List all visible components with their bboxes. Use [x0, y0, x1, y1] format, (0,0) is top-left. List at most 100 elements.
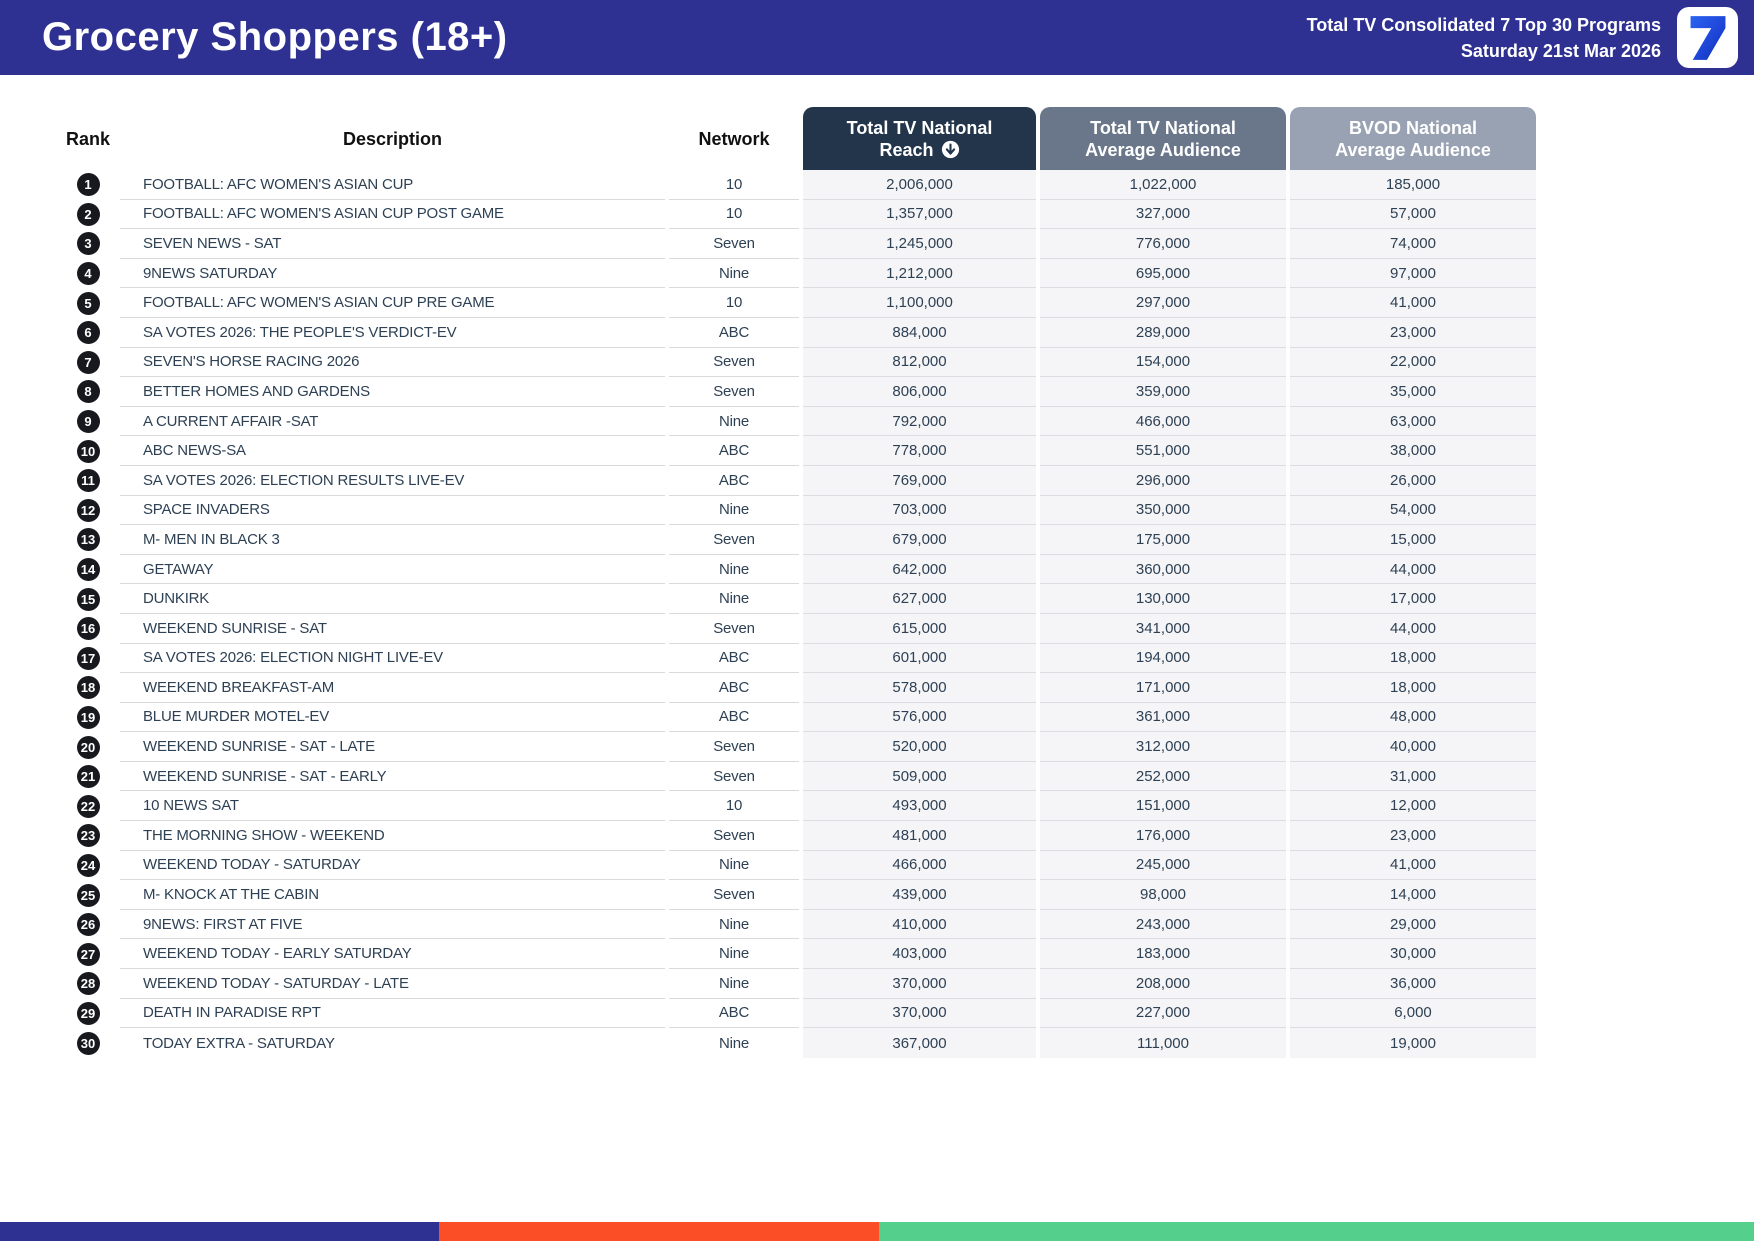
reach-column-header[interactable]: Total TV National Reach [803, 107, 1036, 170]
rank-cell: 28 [60, 969, 116, 999]
reach-cell: 493,000 [803, 791, 1036, 822]
bvod-audience-cell: 30,000 [1290, 939, 1536, 970]
network-cell: 10 [669, 791, 799, 822]
program-description: SA VOTES 2026: ELECTION RESULTS LIVE-EV [120, 466, 665, 496]
rank-cell: 7 [60, 348, 116, 378]
bvod-audience-cell: 74,000 [1290, 229, 1536, 259]
report-subtitle-line1: Total TV Consolidated 7 Top 30 Programs [1306, 14, 1661, 35]
avg-audience-cell: 171,000 [1040, 673, 1286, 703]
rank-badge: 25 [76, 883, 100, 907]
bvod-audience-cell: 36,000 [1290, 969, 1536, 999]
program-description: BETTER HOMES AND GARDENS [120, 377, 665, 407]
program-description: BLUE MURDER MOTEL-EV [120, 703, 665, 733]
table-row: 22 10 NEWS SAT 10 493,000 151,000 12,000 [60, 791, 1536, 822]
rank-badge: 30 [76, 1031, 100, 1055]
bvod-audience-cell: 63,000 [1290, 406, 1536, 437]
rank-badge: 20 [76, 735, 100, 759]
avg-audience-cell: 341,000 [1040, 613, 1286, 644]
rank-cell: 6 [60, 318, 116, 348]
bvod-audience-cell: 19,000 [1290, 1028, 1536, 1058]
bvod-audience-cell: 18,000 [1290, 673, 1536, 703]
avg-audience-cell: 154,000 [1040, 347, 1286, 378]
reach-cell: 403,000 [803, 939, 1036, 970]
avg-audience-cell: 296,000 [1040, 465, 1286, 496]
reach-cell: 520,000 [803, 732, 1036, 762]
footer-brand-bar [0, 1222, 1754, 1241]
bvod-audience-cell: 41,000 [1290, 288, 1536, 318]
table-row: 11 SA VOTES 2026: ELECTION RESULTS LIVE-… [60, 465, 1536, 496]
reach-cell: 439,000 [803, 880, 1036, 910]
program-description: SEVEN'S HORSE RACING 2026 [120, 348, 665, 378]
avg-audience-cell: 466,000 [1040, 406, 1286, 437]
avg-audience-cell: 289,000 [1040, 317, 1286, 348]
bvod-audience-cell: 14,000 [1290, 880, 1536, 910]
reach-cell: 703,000 [803, 495, 1036, 526]
network-cell: ABC [669, 673, 799, 703]
bvod-audience-cell: 40,000 [1290, 732, 1536, 762]
bvod-audience-cell: 44,000 [1290, 554, 1536, 585]
table-row: 30 TODAY EXTRA - SATURDAY Nine 367,000 1… [60, 1028, 1536, 1058]
avg-audience-cell: 151,000 [1040, 791, 1286, 822]
avg-audience-cell: 227,000 [1040, 998, 1286, 1029]
reach-cell: 1,245,000 [803, 229, 1036, 259]
reach-cell: 509,000 [803, 761, 1036, 792]
reach-cell: 642,000 [803, 554, 1036, 585]
table-row: 13 M- MEN IN BLACK 3 Seven 679,000 175,0… [60, 525, 1536, 555]
table-row: 27 WEEKEND TODAY - EARLY SATURDAY Nine 4… [60, 939, 1536, 970]
avg-audience-cell: 350,000 [1040, 495, 1286, 526]
reach-cell: 367,000 [803, 1028, 1036, 1058]
bvod-audience-cell: 15,000 [1290, 525, 1536, 555]
rank-cell: 24 [60, 851, 116, 881]
rank-badge: 27 [76, 942, 100, 966]
network-cell: 10 [669, 170, 799, 200]
avg-audience-cell: 327,000 [1040, 199, 1286, 230]
program-description: 9NEWS SATURDAY [120, 259, 665, 289]
rank-cell: 18 [60, 673, 116, 703]
bvod-audience-cell: 35,000 [1290, 377, 1536, 407]
rank-cell: 16 [60, 614, 116, 644]
rank-cell: 14 [60, 555, 116, 585]
table-row: 4 9NEWS SATURDAY Nine 1,212,000 695,000 … [60, 258, 1536, 289]
program-description: TODAY EXTRA - SATURDAY [143, 1034, 335, 1052]
top30-programs-table: Rank Description Network Total TV Nation… [60, 75, 1536, 1058]
program-description: WEEKEND TODAY - SATURDAY - LATE [120, 969, 665, 999]
rank-badge: 21 [76, 765, 100, 789]
program-description: 9NEWS: FIRST AT FIVE [120, 910, 665, 940]
rank-cell: 22 [60, 791, 116, 821]
bvod-audience-cell: 31,000 [1290, 761, 1536, 792]
rank-badge: 3 [76, 232, 100, 256]
reach-cell: 792,000 [803, 406, 1036, 437]
bvod-audience-cell: 38,000 [1290, 436, 1536, 466]
program-description: WEEKEND SUNRISE - SAT [120, 614, 665, 644]
rank-cell: 1 [60, 170, 116, 200]
rank-cell: 21 [60, 762, 116, 792]
sort-descending-icon [941, 140, 959, 159]
avg-audience-cell: 243,000 [1040, 909, 1286, 940]
rank-cell: 27 [60, 939, 116, 969]
avg-audience-cell: 1,022,000 [1040, 170, 1286, 200]
network-cell: Seven [669, 348, 799, 378]
network-cell: Seven [669, 614, 799, 644]
network-cell: 10 [669, 200, 799, 230]
network-cell: Nine [669, 555, 799, 585]
rank-badge: 9 [76, 410, 100, 434]
rank-cell: 19 [60, 703, 116, 733]
network-cell: ABC [669, 644, 799, 674]
reach-cell: 679,000 [803, 525, 1036, 555]
network-cell: Nine [669, 407, 799, 437]
avg-audience-cell: 361,000 [1040, 702, 1286, 733]
table-row: 17 SA VOTES 2026: ELECTION NIGHT LIVE-EV… [60, 643, 1536, 674]
avg-audience-cell: 175,000 [1040, 525, 1286, 555]
program-description: A CURRENT AFFAIR -SAT [120, 407, 665, 437]
table-body: 1 FOOTBALL: AFC WOMEN'S ASIAN CUP 10 2,0… [60, 170, 1536, 1058]
avg-header-line1: Total TV National [1090, 117, 1236, 138]
network-cell: Nine [669, 851, 799, 881]
rank-badge: 5 [76, 291, 100, 315]
footer-segment-green [878, 1222, 1754, 1241]
rank-badge: 23 [76, 824, 100, 848]
bvod-column-header: BVOD National Average Audience [1290, 107, 1536, 170]
footer-segment-blue [0, 1222, 439, 1241]
table-row: 3 SEVEN NEWS - SAT Seven 1,245,000 776,0… [60, 229, 1536, 259]
program-description: DUNKIRK [120, 584, 665, 614]
table-row: 15 DUNKIRK Nine 627,000 130,000 17,000 [60, 584, 1536, 614]
